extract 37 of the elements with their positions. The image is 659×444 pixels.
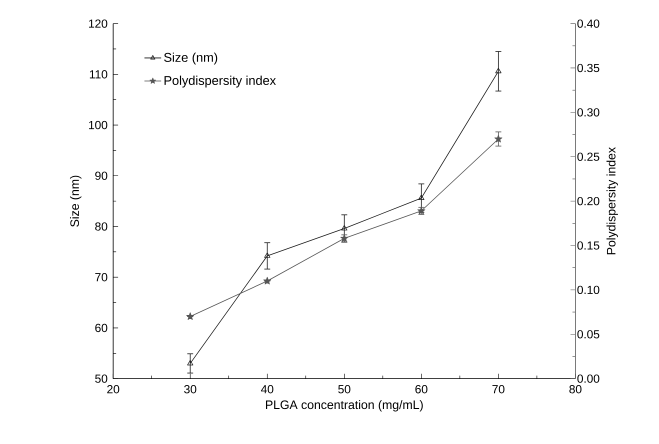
- x-tick-label: 70: [492, 385, 504, 394]
- x-tick-label: 40: [260, 385, 274, 394]
- point: [264, 252, 270, 258]
- y-tick-label: 100: [89, 121, 108, 130]
- y-tick-label: 60: [95, 324, 108, 332]
- y2-tick-label: 0.20: [577, 197, 600, 206]
- x-tick-label: 60: [415, 385, 428, 394]
- y-tick-label: 110: [90, 70, 108, 79]
- point: [263, 277, 272, 285]
- point: [187, 360, 194, 366]
- y2-tick-label: 0.10: [577, 286, 600, 294]
- point: [418, 194, 424, 200]
- y2-axis-title: Polydispersity index: [606, 147, 618, 254]
- legend-label: Size (nm): [164, 52, 218, 65]
- point: [341, 225, 348, 231]
- x-tick-label: 30: [184, 385, 196, 394]
- y2-tick-label: 0.35: [577, 64, 600, 72]
- y-tick-label: 50: [95, 374, 108, 384]
- x-tick-label: 80: [569, 385, 582, 394]
- y2-tick-label: 0.40: [577, 20, 600, 28]
- y-tick-label: 70: [95, 273, 108, 282]
- y-tick-label: 120: [89, 20, 108, 28]
- y-tick-label: 90: [95, 172, 108, 180]
- point: [186, 312, 194, 320]
- y2-tick-label: 0.30: [577, 108, 600, 117]
- y-axis-title: Size (nm): [70, 176, 82, 227]
- point: [494, 135, 502, 143]
- x-tick-label: 50: [338, 385, 350, 394]
- y2-tick-label: 0.05: [577, 330, 600, 339]
- y2-tick-label: 0.00: [577, 374, 600, 384]
- y-tick-label: 80: [95, 222, 108, 231]
- y2-tick-label: 0.15: [577, 242, 600, 250]
- y2-tick-label: 0.25: [577, 152, 600, 162]
- x-tick-label: 20: [107, 385, 120, 394]
- x-axis-title: PLGA concentration (mg/mL): [266, 400, 423, 412]
- point: [495, 68, 502, 74]
- legend-label: Polydispersity index: [164, 76, 276, 88]
